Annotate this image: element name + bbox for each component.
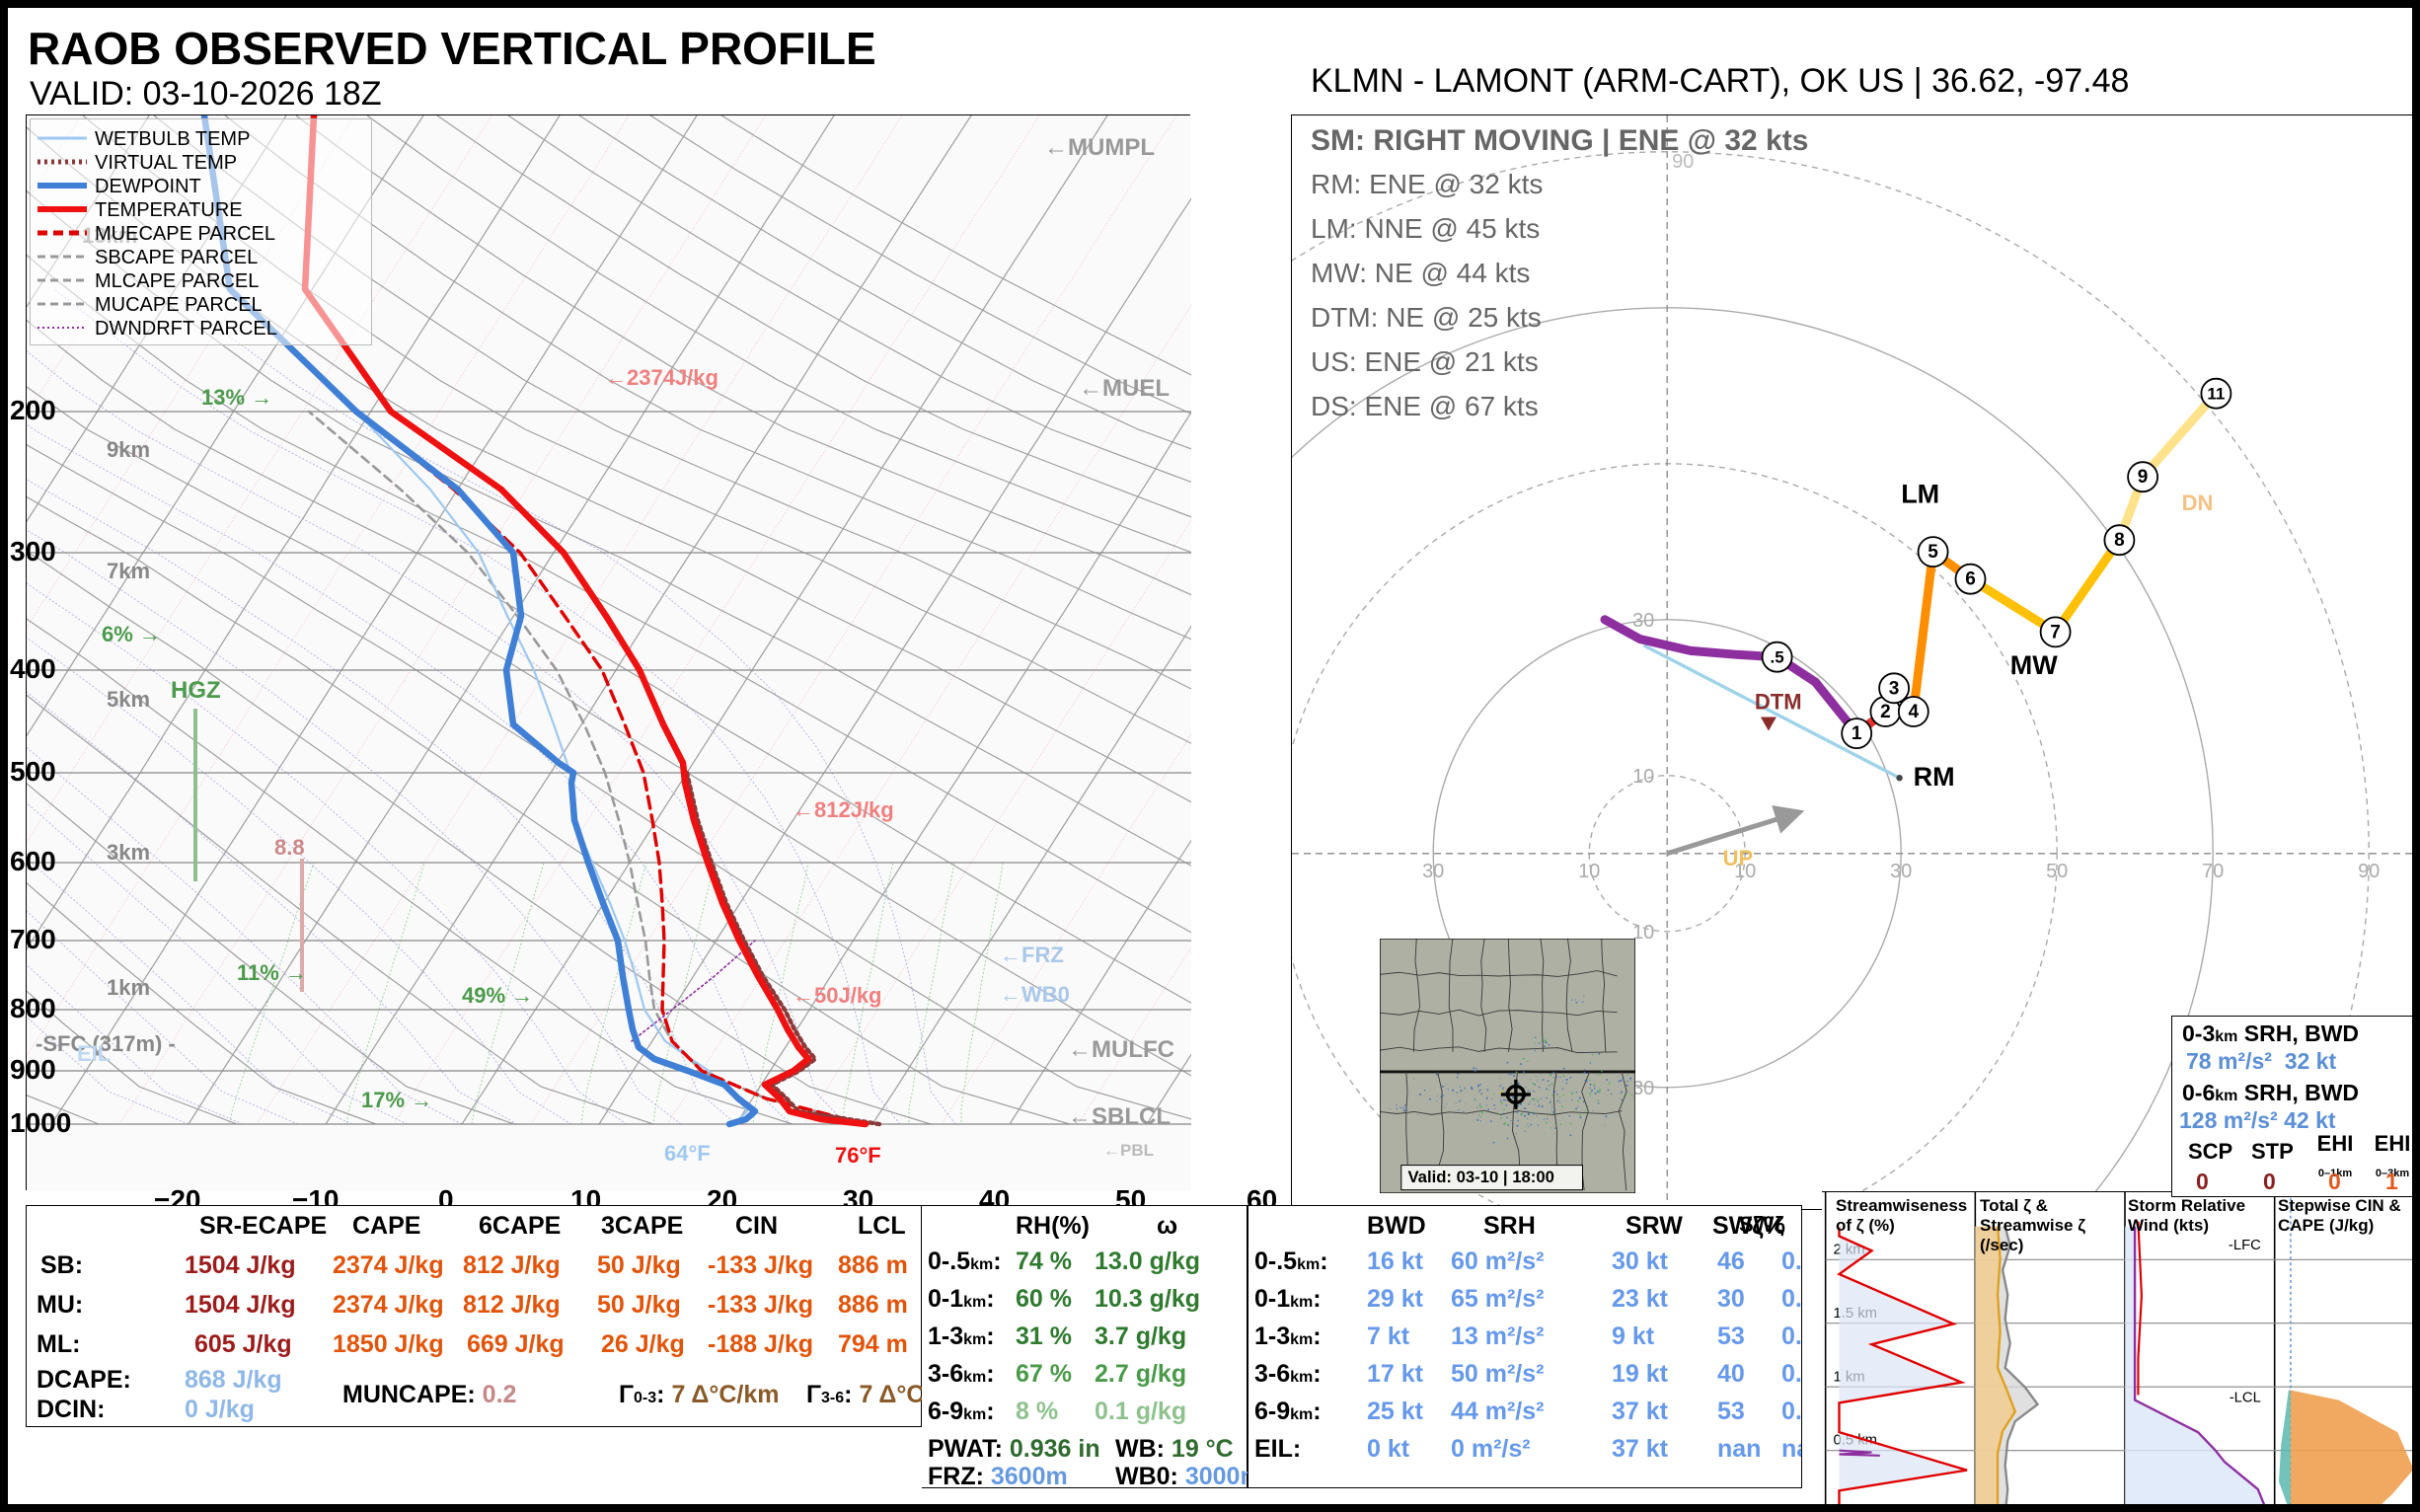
- svg-text:7: 7: [2050, 622, 2061, 643]
- svg-text:5: 5: [1928, 542, 1938, 563]
- svg-text:UP: UP: [1723, 846, 1754, 870]
- svg-text:DN: DN: [2182, 491, 2214, 515]
- svg-text:MUCAPE PARCEL: MUCAPE PARCEL: [95, 294, 263, 316]
- svg-text:-LCL: -LCL: [2230, 1391, 2261, 1406]
- svg-text:DTM: DTM: [1755, 690, 1802, 715]
- svg-text:MUECAPE PARCEL: MUECAPE PARCEL: [95, 223, 275, 245]
- svg-text:-LFC: -LFC: [2229, 1238, 2261, 1253]
- svg-text:DWNDRFT PARCEL: DWNDRFT PARCEL: [95, 318, 277, 340]
- svg-text:WETBULB TEMP: WETBULB TEMP: [95, 128, 250, 150]
- svg-text:MW: MW: [2010, 650, 2058, 680]
- svg-text:MLCAPE PARCEL: MLCAPE PARCEL: [95, 270, 259, 292]
- svg-text:6: 6: [1965, 569, 1976, 590]
- svg-text:VIRTUAL TEMP: VIRTUAL TEMP: [95, 152, 237, 174]
- svg-text:70: 70: [2202, 861, 2224, 882]
- svg-text:DEWPOINT: DEWPOINT: [95, 176, 201, 197]
- svg-text:RM: RM: [1914, 762, 1955, 792]
- svg-text:30: 30: [1632, 610, 1654, 632]
- svg-text:.5: .5: [1771, 648, 1784, 667]
- svg-text:4: 4: [1909, 702, 1920, 722]
- svg-text:10: 10: [1578, 861, 1600, 882]
- svg-text:3: 3: [1889, 678, 1900, 699]
- svg-text:LM: LM: [1901, 479, 1939, 508]
- svg-text:10: 10: [1632, 766, 1654, 788]
- svg-text:2: 2: [1880, 702, 1891, 722]
- svg-text:1: 1: [1852, 723, 1862, 744]
- svg-text:30: 30: [1632, 1078, 1654, 1099]
- svg-text:30: 30: [1890, 861, 1912, 882]
- svg-text:50: 50: [2046, 861, 2068, 882]
- svg-text:30: 30: [1422, 861, 1444, 882]
- svg-text:SBCAPE PARCEL: SBCAPE PARCEL: [95, 247, 258, 268]
- svg-text:10: 10: [1632, 922, 1654, 944]
- svg-text:11: 11: [2207, 385, 2225, 404]
- svg-text:90: 90: [2358, 861, 2380, 882]
- svg-text:9: 9: [2138, 467, 2149, 488]
- svg-text:Valid: 03-10 | 18:00: Valid: 03-10 | 18:00: [1407, 1168, 1553, 1186]
- svg-text:8: 8: [2114, 530, 2125, 551]
- svg-text:TEMPERATURE: TEMPERATURE: [95, 199, 243, 221]
